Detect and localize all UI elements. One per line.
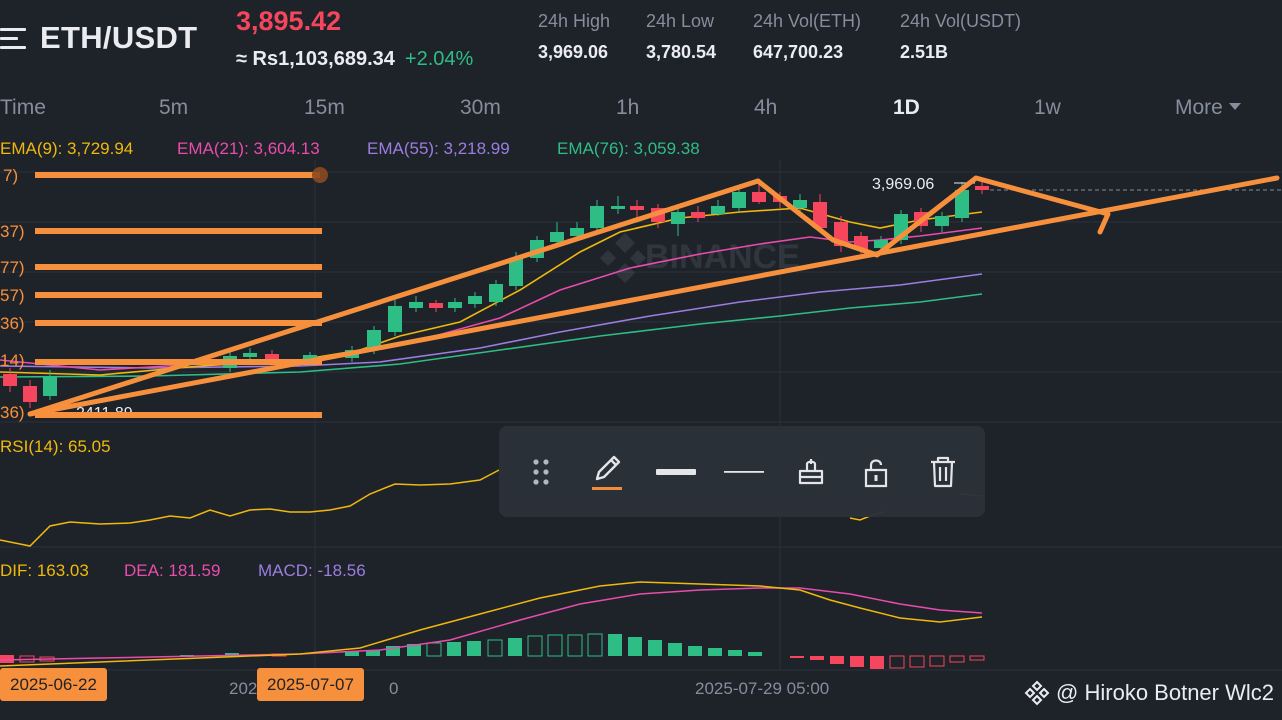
unlock-icon[interactable] [854,448,898,496]
drawing-toolbar [499,426,985,517]
candle [43,370,57,400]
stat-value-vol-eth: 647,700.23 [753,42,844,62]
candle [813,194,827,232]
rsi-label: RSI(14): 65.05 [0,437,111,456]
watermark-text: @ Hiroko Botner Wlc2 [1056,680,1274,705]
stat-value-high: 3,969.06 [538,42,609,62]
binance-logo-icon [1024,680,1050,706]
menu-icon[interactable] [0,28,26,50]
stat-value-low: 3,780.54 [646,42,717,62]
stat-value-vol-usdt: 2.51B [900,42,949,62]
stat-label-low: 24h Low [646,11,715,31]
level-label: 77) [0,258,25,277]
tab-more[interactable]: More [1175,96,1241,120]
dea-label: DEA: 181.59 [124,561,221,580]
candle [611,196,625,214]
level-label: 14) [0,351,25,370]
ema9-label: EMA(9): 3,729.94 [0,139,134,158]
watermark-text: BINANCE [645,238,800,276]
candle [23,380,37,408]
candle [409,296,423,312]
date-marker-tag[interactable]: 2025-07-07 [257,668,364,701]
last-price: 3,895.42 [236,6,342,36]
rsi-line [0,469,500,547]
caret-down-icon [1228,102,1241,110]
candle [630,200,644,218]
tab-time[interactable]: Time [0,96,46,119]
level-label: 7) [3,166,18,185]
stat-label-high: 24h High [538,11,611,31]
stat-label-vol-usdt: 24h Vol(USDT) [900,11,1022,31]
price-change: +2.04% [404,48,474,70]
candle [752,184,766,204]
author-watermark: @ Hiroko Botner Wlc2 [1024,680,1274,706]
candle [732,186,746,212]
tab-1d[interactable]: 1D [893,96,920,119]
drawn-trend-lines [27,175,1280,417]
binance-watermark: BINANCE [600,233,800,283]
macd-histogram [0,633,985,669]
candle [935,212,949,232]
level-label: 57) [0,286,25,305]
x-axis-date: 2025-07-29 05:00 [695,679,830,698]
price-local-row: ≈ Rs1,103,689.34 +2.04% [236,48,473,71]
dif-line [0,581,983,667]
level-label: 36) [0,314,25,333]
macd-label: MACD: -18.56 [258,561,366,580]
candle [388,300,402,336]
candle [468,292,482,308]
level-label: 37) [0,222,25,241]
dif-label: DIF: 163.03 [0,561,89,580]
x-axis-date-partial-right: 0 [389,679,399,698]
candle [550,222,564,246]
tab-more-label: More [1175,96,1223,119]
candle [429,300,443,312]
tab-4h[interactable]: 4h [754,96,778,119]
thick-line-icon[interactable] [654,448,698,496]
candle [489,280,503,306]
ema21-label: EMA(21): 3,604.13 [177,139,320,158]
ema76-label: EMA(76): 3,059.38 [557,139,700,158]
candle [691,206,705,222]
stat-label-vol-eth: 24h Vol(ETH) [753,11,862,31]
tab-1w[interactable]: 1w [1034,96,1061,119]
price-local: ≈ Rs1,103,689.34 [236,48,395,70]
drag-handle-icon[interactable] [519,448,563,496]
candle [590,200,604,232]
tab-1h[interactable]: 1h [616,96,640,119]
paint-bucket-icon[interactable] [789,448,833,496]
x-axis-date-partial-left: 202 [229,679,258,698]
thin-line-icon[interactable] [722,448,766,496]
candle [711,200,725,216]
candle [671,208,685,236]
drawn-level-lines [35,172,322,418]
candle [448,298,462,312]
tab-30m[interactable]: 30m [460,96,501,119]
level-line-handle [312,167,328,183]
tab-15m[interactable]: 15m [304,96,345,119]
candle [793,194,807,214]
level-label: 36) [0,403,25,422]
candle [3,368,17,392]
pencil-icon[interactable] [585,448,629,496]
dea-line [0,587,983,661]
ema55-line [0,273,983,369]
date-marker-tag[interactable]: 2025-06-22 [0,668,107,701]
tab-5m[interactable]: 5m [159,96,189,119]
ema55-label: EMA(55): 3,218.99 [367,139,510,158]
trash-icon[interactable] [921,448,965,496]
trading-pair-title[interactable]: ETH/USDT [40,20,198,55]
high-price-label: 3,969.06 [872,176,934,193]
